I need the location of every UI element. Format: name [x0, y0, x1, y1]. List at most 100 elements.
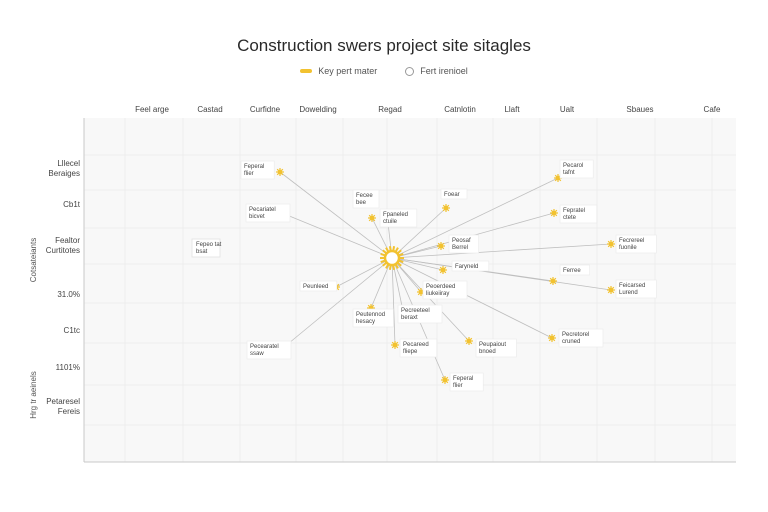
node-ray: [550, 209, 554, 213]
node-ray: [437, 242, 441, 246]
node-ray: [443, 270, 447, 274]
node-label-box: [559, 159, 594, 179]
node-ray: [276, 168, 280, 172]
node-dot: [440, 267, 446, 273]
side-note-label: Fepeo tat bsat: [196, 242, 222, 255]
node-ray: [439, 270, 443, 274]
node-label: Fepratel ctete: [563, 208, 585, 221]
node-ray: [552, 334, 556, 338]
node-label: Peupaiout bnoed: [479, 342, 506, 355]
row-header: Fealtor Curtitotes: [46, 236, 81, 255]
side-note-box: [191, 238, 221, 258]
node-ray: [549, 281, 553, 285]
node-ray: [553, 277, 557, 281]
column-header: Curfidne: [250, 105, 281, 114]
node-ray: [441, 376, 445, 380]
node-label-box: [352, 189, 380, 209]
node-label-box: [352, 308, 394, 328]
node-label-box: [449, 372, 484, 392]
node-label-box: [440, 188, 468, 200]
node-label-box: [246, 340, 292, 360]
node-label: Peoerdeed liukeiiray: [426, 284, 455, 297]
node-ray: [445, 376, 449, 380]
node-ray: [611, 286, 615, 290]
node-ray: [553, 281, 557, 285]
node-ray: [280, 168, 284, 172]
node-ray: [276, 172, 280, 176]
node-ray: [607, 240, 611, 244]
node-dot: [608, 287, 614, 293]
node-label-box: [475, 338, 517, 358]
node-ray: [611, 290, 615, 294]
node-ray: [558, 178, 562, 182]
row-header: 31.0%: [57, 290, 80, 299]
y-axis-label: Hrg tr aeinels: [29, 371, 38, 419]
node-label: Pecreeteel beraxt: [401, 308, 430, 321]
column-header: Cafe: [704, 105, 721, 114]
node-ray: [548, 334, 552, 338]
node-label: Pecarol tafnt: [563, 163, 583, 176]
node-label-box: [399, 338, 438, 358]
column-header: Regad: [378, 105, 402, 114]
node-ray: [336, 283, 340, 287]
node-label-box: [559, 204, 598, 224]
node-ray: [437, 246, 441, 250]
row-header: Lllecel Beraiges: [48, 159, 80, 178]
node-label-box: [422, 280, 468, 300]
node-ray: [395, 345, 399, 349]
node-dot: [555, 175, 561, 181]
node-ray: [548, 338, 552, 342]
edge-line: [391, 177, 559, 259]
node-dot: [551, 210, 557, 216]
node-ray: [445, 380, 449, 384]
node-label: Pecariatel bicvet: [249, 207, 276, 220]
legend-item-other: Fert irenioel: [405, 66, 468, 76]
node-ray: [554, 213, 558, 217]
hub-node: [383, 249, 401, 267]
node-ray: [371, 304, 375, 308]
node-dot: [392, 342, 398, 348]
node-label-box: [615, 279, 657, 299]
node-ray: [465, 341, 469, 345]
node-dot: [550, 278, 556, 284]
node-ray: [446, 208, 450, 212]
row-header: Cb1t: [63, 200, 81, 209]
node-label-box: [451, 260, 490, 272]
edge-line: [391, 257, 553, 339]
column-header: Sbaues: [626, 105, 653, 114]
column-header: Dowelding: [299, 105, 336, 114]
node-label: Peutennod hesacy: [356, 312, 385, 325]
node-label: Foear: [444, 192, 460, 198]
node-label-box: [299, 280, 338, 292]
node-ray: [549, 277, 553, 281]
node-dot: [277, 169, 283, 175]
node-ray: [552, 338, 556, 342]
legend-circle-swatch: [405, 66, 415, 76]
node-label-box: [397, 304, 443, 324]
row-header: 1101%: [56, 363, 80, 372]
node-ray: [391, 345, 395, 349]
node-ray: [368, 218, 372, 222]
edge-line: [391, 257, 470, 342]
node-ray: [336, 287, 340, 291]
legend-label-other: Fert irenioel: [420, 66, 468, 76]
edge-line: [335, 257, 393, 288]
edge-line: [391, 257, 444, 271]
node-label-box: [615, 234, 657, 254]
node-ray: [607, 290, 611, 294]
node-label-box: [448, 234, 479, 254]
node-dot: [369, 215, 375, 221]
node-dot: [418, 289, 424, 295]
node-ray: [607, 244, 611, 248]
row-header: Petaresel Fereis: [46, 397, 80, 416]
node-ray: [446, 204, 450, 208]
node-ray: [417, 292, 421, 296]
node-ray: [442, 208, 446, 212]
node-ray: [367, 304, 371, 308]
edge-line: [282, 257, 393, 349]
node-ray: [611, 244, 615, 248]
node-ray: [372, 214, 376, 218]
edge-line: [370, 257, 393, 309]
node-ray: [469, 341, 473, 345]
node-dot: [443, 205, 449, 211]
